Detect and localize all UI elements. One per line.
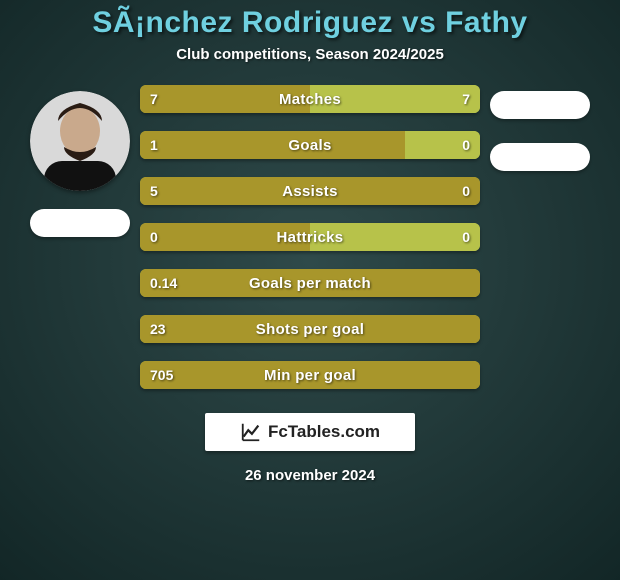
stat-bar: 10Goals xyxy=(140,131,480,159)
footer-logo: FcTables.com xyxy=(205,413,415,451)
comparison-subtitle: Club competitions, Season 2024/2025 xyxy=(176,46,444,63)
stat-bar: 705Min per goal xyxy=(140,361,480,389)
right-player-column xyxy=(480,85,600,171)
left-player-name-pill xyxy=(30,209,130,237)
stat-bar: 23Shots per goal xyxy=(140,315,480,343)
stat-label: Matches xyxy=(140,85,480,113)
left-player-avatar xyxy=(30,91,130,191)
stat-bar: 77Matches xyxy=(140,85,480,113)
stat-bar: 00Hattricks xyxy=(140,223,480,251)
stat-label: Hattricks xyxy=(140,223,480,251)
comparison-title: SÃ¡nchez Rodriguez vs Fathy xyxy=(92,6,527,40)
stat-label: Shots per goal xyxy=(140,315,480,343)
stat-bars: 77Matches 10Goals 50Assists 00Hattricks 0.14… xyxy=(140,85,480,389)
stat-label: Goals per match xyxy=(140,269,480,297)
stat-label: Goals xyxy=(140,131,480,159)
footer-logo-text: FcTables.com xyxy=(268,422,380,442)
right-player-avatar-pill xyxy=(490,91,590,119)
left-player-column xyxy=(20,85,140,237)
stat-bar: 0.14Goals per match xyxy=(140,269,480,297)
chart-icon xyxy=(240,421,262,443)
content: SÃ¡nchez Rodriguez vs Fathy Club competi… xyxy=(0,0,620,580)
right-player-name-pill xyxy=(490,143,590,171)
stat-label: Assists xyxy=(140,177,480,205)
stat-bar: 50Assists xyxy=(140,177,480,205)
footer-date: 26 november 2024 xyxy=(245,467,375,484)
comparison-body: 77Matches 10Goals 50Assists 00Hattricks 0.14… xyxy=(0,85,620,389)
stat-label: Min per goal xyxy=(140,361,480,389)
